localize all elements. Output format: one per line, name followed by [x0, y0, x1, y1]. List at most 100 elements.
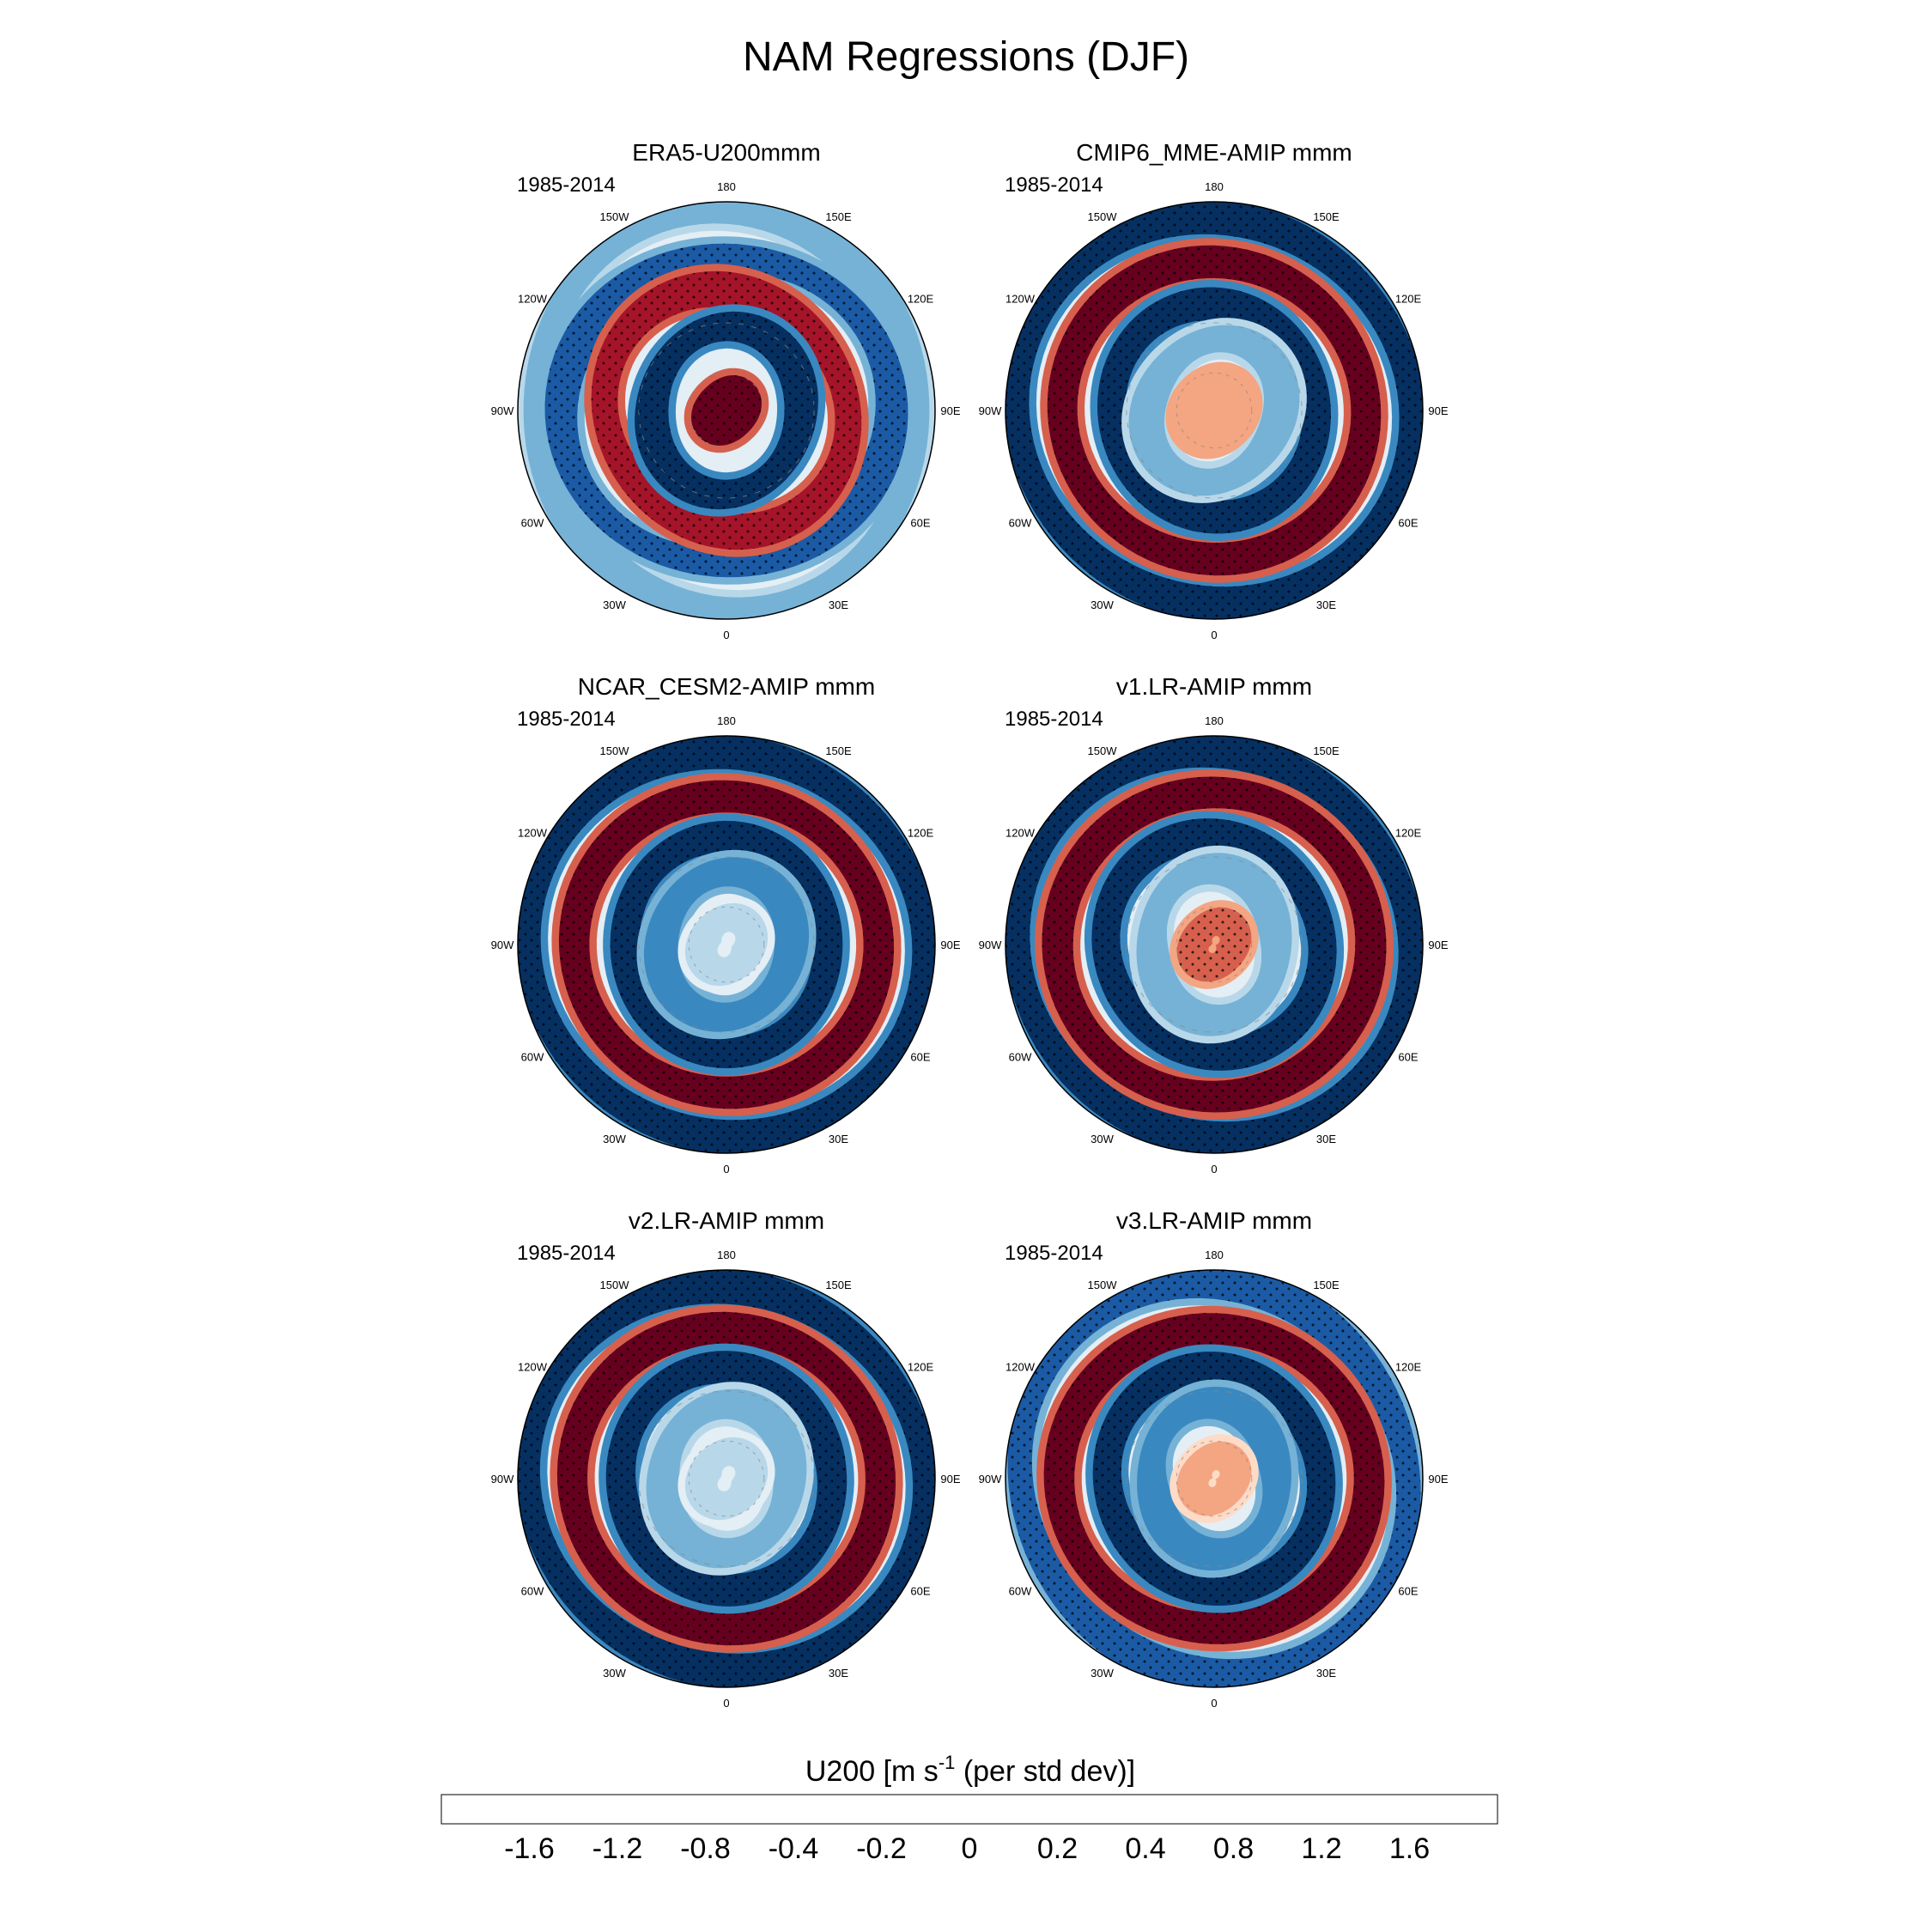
longitude-label: 30W: [1091, 598, 1114, 611]
panel-period: 1985-2014: [517, 1242, 616, 1265]
map-border: [1005, 735, 1424, 1154]
longitude-label: 60W: [1009, 1051, 1032, 1064]
longitude-label: 0: [723, 1163, 729, 1176]
longitude-label: 30E: [829, 1133, 848, 1145]
panel-title: v1.LR-AMIP mmm: [1116, 673, 1312, 700]
longitude-label: 0: [723, 1697, 729, 1710]
longitude-label: 120W: [518, 827, 548, 840]
field-layer: [518, 1270, 935, 1687]
panel-period: 1985-2014: [1005, 708, 1103, 731]
colorbar-label-sup: -1: [939, 1752, 956, 1773]
longitude-label: 90W: [979, 1473, 1002, 1485]
longitude-label: 90W: [491, 1473, 514, 1485]
longitude-label: 150W: [600, 744, 630, 757]
coastline: [1176, 906, 1253, 983]
longitude-label: 30W: [603, 1667, 626, 1680]
polar-panel: 180 150E 120E 90E 60E 30E 0 30W 60W 90W 120W 150W ER…: [491, 139, 961, 641]
longitude-label: 60W: [521, 1585, 544, 1598]
longitude-label: 0: [723, 629, 729, 641]
coastline: [1126, 1390, 1303, 1567]
panels-group: 180 150E 120E 90E 60E 30E 0 30W 60W 90W 120W 150W ER…: [491, 139, 1449, 1710]
field-band-core: [1128, 325, 1300, 496]
field-layer: [1005, 1270, 1423, 1687]
longitude-label: 150W: [600, 1279, 630, 1291]
longitude-label: 90W: [491, 404, 514, 417]
longitude-label: 60E: [910, 1051, 930, 1064]
coastline: [638, 322, 815, 499]
longitude-label: 60W: [521, 517, 544, 530]
longitude-label: 120E: [1395, 827, 1422, 840]
longitude-label: 0: [1211, 1697, 1217, 1710]
longitude-label: 120W: [1005, 293, 1036, 306]
panel-title: NCAR_CESM2-AMIP mmm: [578, 673, 875, 700]
longitude-label: 30W: [1091, 1667, 1114, 1680]
longitude-label: 180: [717, 180, 736, 193]
longitude-label: 0: [1211, 629, 1217, 641]
longitude-label: 60W: [1009, 517, 1032, 530]
coastline: [1126, 856, 1303, 1033]
longitude-label: 90E: [940, 939, 960, 951]
polar-panel: 180 150E 120E 90E 60E 30E 0 30W 60W 90W 120W 150W CM…: [979, 139, 1449, 641]
longitude-label: 120E: [908, 827, 934, 840]
longitude-label: 30E: [1316, 1667, 1336, 1680]
significance-stipple: [635, 311, 818, 510]
panel-title: v2.LR-AMIP mmm: [629, 1207, 824, 1234]
coastline: [688, 1440, 765, 1517]
coastline: [1176, 1440, 1253, 1517]
field-layer: [1005, 736, 1423, 1153]
longitude-label: 150W: [1088, 1279, 1118, 1291]
colorbar-tick-label: 1.2: [1301, 1832, 1341, 1865]
colorbar-tick-label: 0.2: [1037, 1832, 1078, 1865]
longitude-label: 90E: [1428, 404, 1448, 417]
colorbar-tick-label: 0.8: [1213, 1832, 1254, 1865]
longitude-label: 0: [1211, 1163, 1217, 1176]
polar-panel: 180 150E 120E 90E 60E 30E 0 30W 60W 90W 120W 150W NC…: [491, 673, 961, 1176]
colorbar-label-main: U200 [m s: [805, 1755, 939, 1788]
longitude-label: 90W: [979, 939, 1002, 951]
field-band-core: [1172, 368, 1256, 453]
longitude-label: 150W: [600, 210, 630, 223]
longitude-label: 90W: [979, 404, 1002, 417]
colorbar-tick-label: 1.6: [1389, 1832, 1430, 1865]
longitude-label: 120W: [518, 293, 548, 306]
longitude-label: 120E: [1395, 293, 1422, 306]
longitude-label: 150W: [1088, 210, 1118, 223]
longitude-label: 150E: [825, 1279, 852, 1291]
longitude-label: 150E: [1313, 1279, 1340, 1291]
longitude-label: 90E: [1428, 1473, 1448, 1485]
colorbar-label: U200 [m s-1 (per std dev)]: [805, 1752, 1135, 1788]
longitude-label: 30W: [603, 1133, 626, 1145]
field-band-core: [1136, 853, 1292, 1036]
map-border: [1005, 1269, 1424, 1688]
colorbar-tick-label: -0.8: [680, 1832, 731, 1865]
panel-title: CMIP6_MME-AMIP mmm: [1076, 139, 1352, 166]
field-layer: [518, 736, 935, 1153]
longitude-label: 180: [1205, 1249, 1224, 1261]
longitude-label: 120E: [1395, 1361, 1422, 1374]
longitude-label: 60E: [910, 517, 930, 530]
significance-stipple: [1176, 907, 1252, 982]
longitude-label: 180: [1205, 714, 1224, 727]
longitude-label: 60W: [1009, 1585, 1032, 1598]
polar-panel: 180 150E 120E 90E 60E 30E 0 30W 60W 90W 120W 150W v3…: [979, 1207, 1449, 1710]
colorbar-boxes: [440, 1794, 1498, 1825]
longitude-label: 30E: [1316, 1133, 1336, 1145]
figure-title: NAM Regressions (DJF): [743, 34, 1189, 80]
longitude-label: 150W: [1088, 744, 1118, 757]
field-band-core: [684, 902, 769, 987]
coastline: [638, 1390, 815, 1567]
longitude-label: 60E: [1398, 1585, 1418, 1598]
colorbar-ticks: -1.6 -1.2 -0.8 -0.4 -0.2 0 0.2 0.4 0.8 1.2 1.6: [504, 1832, 1430, 1865]
longitude-label: 60W: [521, 1051, 544, 1064]
field-band-core: [643, 857, 810, 1032]
field-band-core: [1176, 1441, 1252, 1516]
map-border: [1005, 201, 1424, 620]
longitude-label: 90W: [491, 939, 514, 951]
field-band-core: [684, 1437, 769, 1521]
longitude-label: 150E: [825, 210, 852, 223]
longitude-label: 120E: [908, 293, 934, 306]
colorbar: U200 [m s-1 (per std dev)] -1.6 -1.2 -0.8-…: [440, 1752, 1498, 1865]
longitude-label: 60E: [1398, 1051, 1418, 1064]
panel-title: ERA5-U200mmm: [632, 139, 820, 166]
colorbar-tick-label: -0.2: [856, 1832, 907, 1865]
